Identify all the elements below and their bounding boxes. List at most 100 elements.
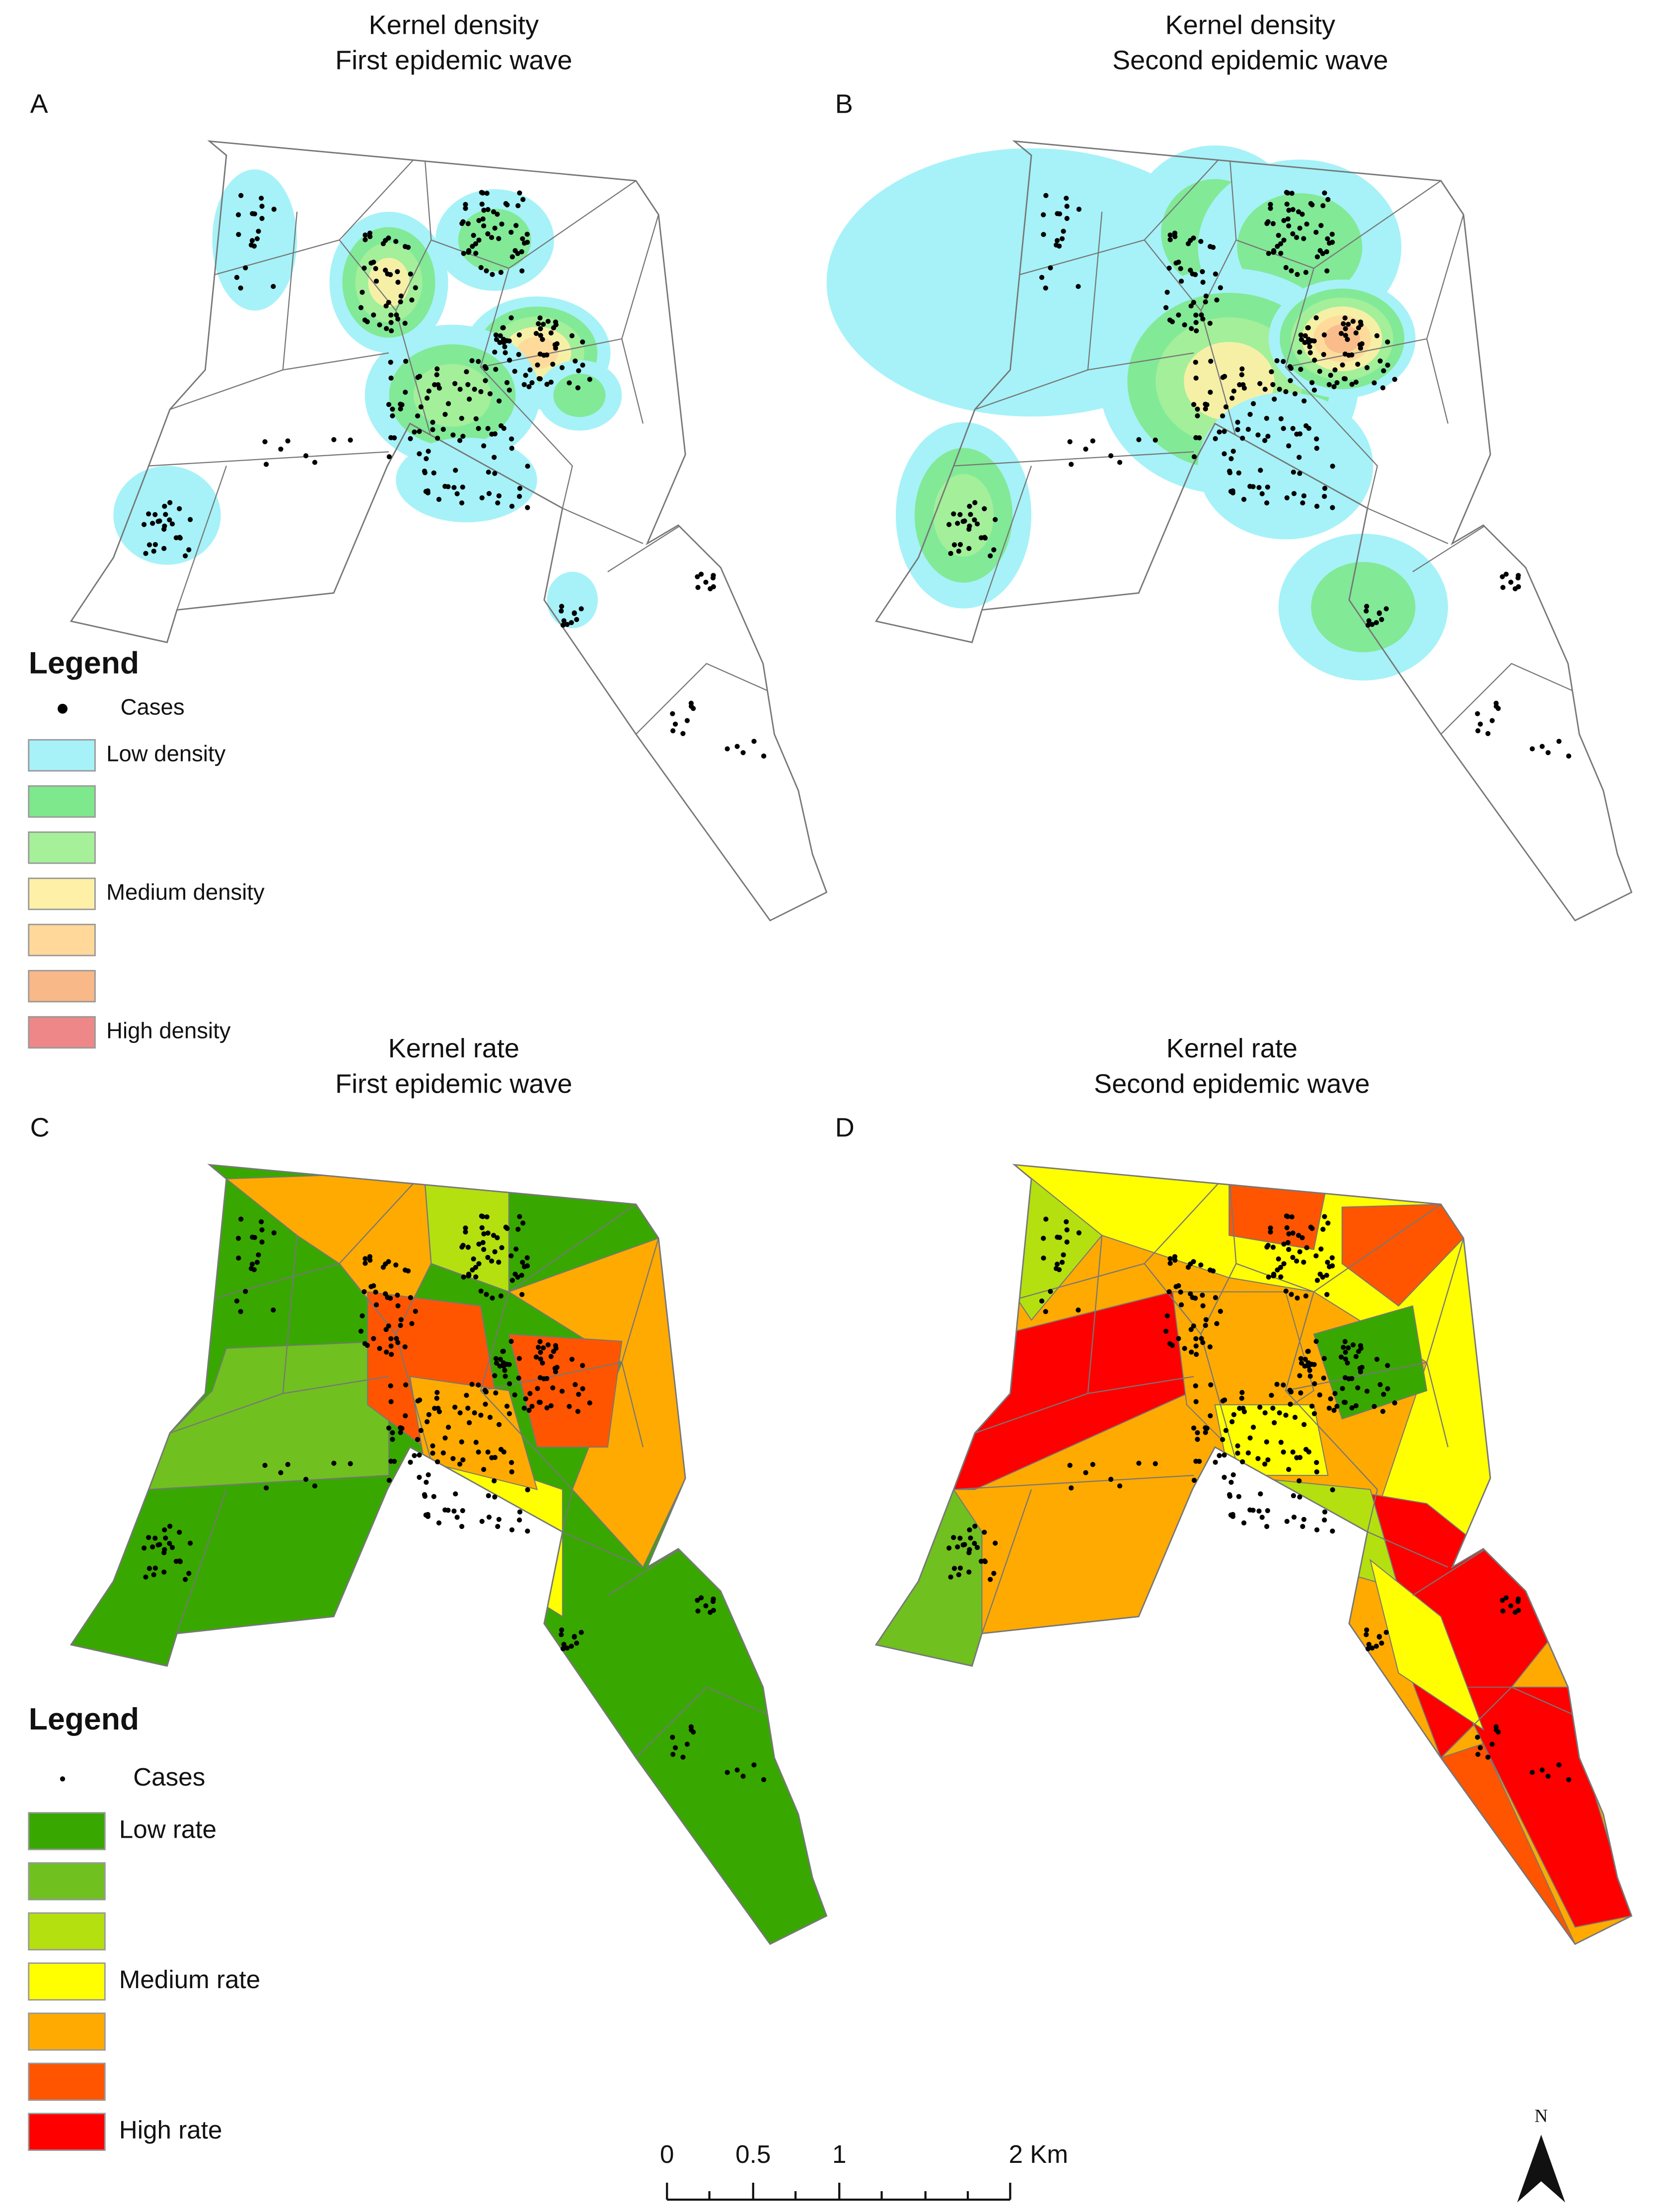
case-dot	[278, 1470, 284, 1475]
case-dot	[1324, 268, 1330, 274]
case-dot	[383, 1261, 388, 1267]
case-dot	[1268, 202, 1273, 207]
region	[876, 1488, 983, 1667]
case-dot	[1325, 236, 1330, 242]
case-dot	[551, 325, 557, 331]
case-dot	[473, 1265, 479, 1270]
case-dot	[504, 1226, 510, 1231]
case-dot	[476, 426, 481, 431]
case-dot	[1371, 380, 1377, 386]
case-dot	[1241, 496, 1247, 502]
case-dot	[1255, 432, 1261, 438]
case-dot	[1291, 1515, 1297, 1520]
case-dot	[508, 1253, 514, 1258]
case-dot	[1292, 1415, 1298, 1420]
case-dot	[957, 512, 963, 517]
case-dot	[1284, 495, 1290, 500]
case-dot	[459, 221, 465, 226]
case-dot	[496, 1517, 502, 1522]
case-dot	[422, 468, 428, 474]
case-dot	[489, 1258, 495, 1264]
case-dot	[1321, 1375, 1326, 1381]
case-dot	[1515, 573, 1521, 578]
case-dot	[533, 331, 539, 336]
case-dot	[364, 319, 370, 325]
case-dot	[1556, 1762, 1562, 1768]
case-dot	[383, 303, 389, 309]
case-dot	[445, 1424, 451, 1430]
case-dot	[1299, 211, 1305, 217]
case-dot	[1334, 1403, 1340, 1409]
case-dot	[1172, 230, 1178, 236]
case-dot	[187, 517, 193, 522]
case-dot	[1285, 190, 1291, 196]
case-dot	[529, 380, 535, 386]
case-dot	[512, 368, 517, 374]
district-border	[282, 1235, 298, 1394]
case-dot	[573, 358, 578, 364]
case-dot	[1290, 1254, 1296, 1260]
case-dot	[479, 1519, 485, 1524]
case-dot	[483, 378, 488, 383]
case-dot	[1330, 463, 1335, 469]
case-dot	[537, 351, 543, 357]
case-dot	[498, 423, 504, 428]
case-dot	[1288, 365, 1294, 371]
case-dot	[1230, 448, 1236, 454]
case-dot	[1358, 319, 1364, 325]
case-dot	[509, 445, 514, 451]
case-dot	[1303, 1447, 1309, 1452]
case-dot	[1041, 232, 1046, 237]
case-dot	[146, 1535, 151, 1540]
district-outline	[70, 140, 828, 922]
case-dot	[523, 1396, 528, 1402]
case-dot	[1274, 1382, 1280, 1387]
case-dot	[1288, 1389, 1294, 1395]
case-dot	[259, 204, 265, 209]
case-dot	[393, 239, 399, 244]
case-dot	[1284, 1519, 1290, 1524]
case-dot	[967, 503, 972, 509]
case-dot	[972, 1541, 977, 1546]
case-dot	[1284, 202, 1290, 207]
case-dot	[452, 1404, 458, 1410]
case-dot	[484, 1292, 489, 1297]
case-dot	[1203, 402, 1208, 407]
density-blob	[933, 474, 994, 557]
case-dot	[434, 372, 439, 377]
case-dot	[1322, 1214, 1327, 1219]
case-dot	[1195, 407, 1200, 412]
case-dot	[243, 265, 248, 271]
case-dot	[975, 521, 980, 527]
case-dot	[442, 484, 448, 489]
case-dot	[1235, 1451, 1240, 1456]
case-dot	[146, 1566, 152, 1571]
legend-label: High rate	[119, 2116, 222, 2144]
case-dot	[761, 753, 767, 759]
density-blob	[458, 208, 531, 272]
case-dot	[1173, 1284, 1179, 1289]
district-border	[1144, 239, 1237, 438]
case-dot	[533, 1354, 539, 1360]
case-dot	[540, 337, 545, 342]
case-dot	[167, 1523, 173, 1529]
case-dot	[453, 468, 458, 473]
case-dot	[1191, 1425, 1197, 1431]
case-dot	[424, 456, 429, 462]
case-dot	[1292, 391, 1298, 397]
case-dot	[362, 237, 368, 243]
case-dot	[1277, 386, 1282, 392]
case-dot	[388, 320, 394, 325]
panel-subtitle: Second epidemic wave	[1094, 1069, 1369, 1099]
case-dot	[1364, 1627, 1369, 1633]
case-dot	[1226, 468, 1232, 474]
case-dot	[465, 1405, 471, 1411]
case-dot	[487, 1415, 493, 1420]
case-dot	[432, 382, 437, 388]
case-dot	[703, 579, 709, 585]
case-dot	[1297, 1454, 1303, 1460]
case-dot	[1309, 202, 1315, 207]
case-dot	[489, 235, 495, 240]
case-dot	[761, 1777, 767, 1783]
case-dot	[235, 212, 241, 217]
